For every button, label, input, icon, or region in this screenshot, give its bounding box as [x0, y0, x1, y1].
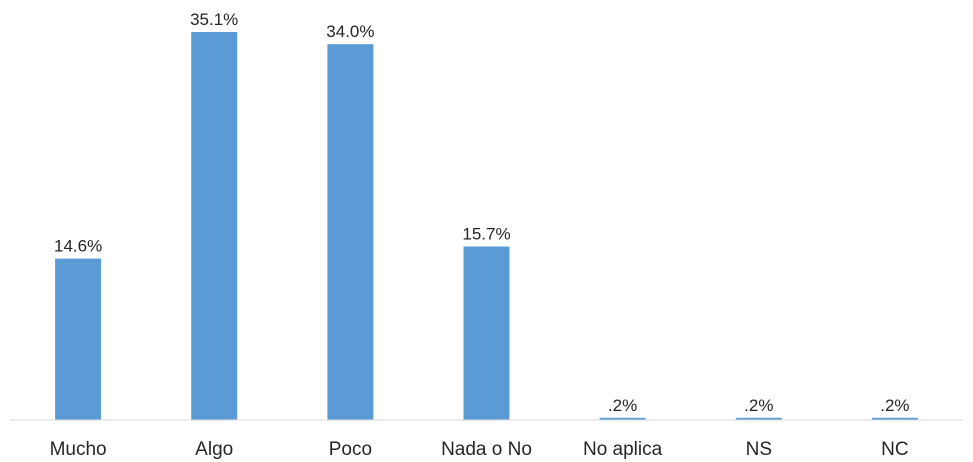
bar-3 [463, 246, 510, 420]
x-tick-label-0: Mucho [50, 439, 107, 460]
data-label-5: .2% [744, 396, 773, 415]
bar-5 [735, 417, 782, 420]
x-tick-label-1: Algo [195, 439, 233, 460]
data-label-1: 35.1% [190, 10, 238, 29]
bar-2 [327, 44, 374, 420]
data-label-4: .2% [608, 396, 637, 415]
bars-group [55, 32, 918, 420]
data-label-3: 15.7% [462, 225, 510, 244]
data-label-0: 14.6% [54, 237, 102, 256]
x-tick-labels-group: Mucho Algo Poco Nada o No No aplica NS NC [50, 439, 909, 460]
bar-0 [55, 258, 102, 420]
x-tick-label-2: Poco [329, 439, 372, 460]
data-label-2: 34.0% [326, 22, 374, 41]
bar-1 [191, 32, 238, 420]
x-tick-label-6: NC [881, 439, 908, 460]
x-tick-label-3: Nada o No [441, 439, 532, 460]
bar-6 [871, 417, 918, 420]
x-tick-label-5: NS [746, 439, 772, 460]
data-labels-group: 14.6% 35.1% 34.0% 15.7% .2% .2% .2% [54, 10, 910, 415]
x-tick-label-4: No aplica [583, 439, 663, 460]
bar-4 [599, 417, 646, 420]
data-label-6: .2% [880, 396, 909, 415]
